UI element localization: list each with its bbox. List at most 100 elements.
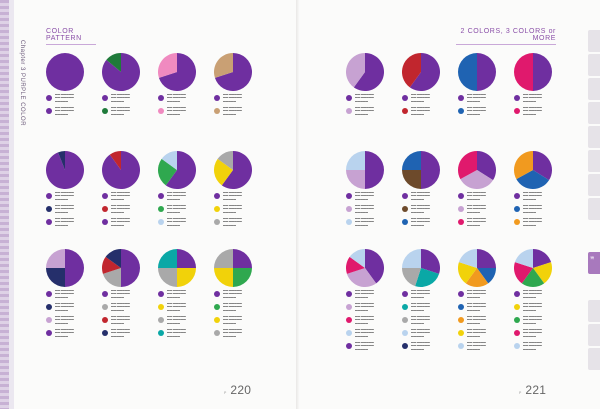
color-codes: ▬▬ ▬▬▬▬▬ ▬▬ ▬▬▬▬▬ ▬▬▬▬▬ (411, 106, 430, 116)
swatch-row: ▬▬ ▬▬▬▬▬ ▬▬ ▬▬▬▬▬ ▬▬▬▬▬ (514, 328, 566, 339)
color-swatch (458, 343, 464, 349)
pie-slice (514, 262, 533, 284)
color-pattern-card: ▬▬ ▬▬▬▬▬ ▬▬ ▬▬▬▬▬ ▬▬▬▬▬ ▬▬ ▬▬▬▬▬ ▬▬ ▬▬▬▬▬ ▬▬▬… (402, 151, 454, 228)
color-codes: ▬▬ ▬▬▬▬▬ ▬▬ ▬▬▬▬▬ ▬▬▬▬▬ (355, 191, 374, 201)
chapter-tab (588, 78, 600, 100)
swatch-row: ▬▬ ▬▬▬▬▬ ▬▬ ▬▬▬▬▬ ▬▬▬▬▬ (402, 217, 454, 228)
swatch-row: ▬▬ ▬▬▬▬▬ ▬▬ ▬▬▬▬▬ ▬▬▬▬▬ (214, 106, 266, 117)
color-codes: ▬▬ ▬▬▬▬▬ ▬▬ ▬▬▬▬▬ ▬▬▬▬▬ (55, 328, 74, 338)
pie-chart (102, 53, 140, 91)
color-codes: ▬▬ ▬▬▬▬▬ ▬▬ ▬▬▬▬▬ ▬▬▬▬▬ (411, 93, 430, 103)
color-pattern-card: ▬▬ ▬▬▬▬▬ ▬▬ ▬▬▬▬▬ ▬▬▬▬▬ ▬▬ ▬▬▬▬▬ ▬▬ ▬▬▬▬▬ ▬▬▬… (514, 53, 566, 117)
color-swatch (458, 330, 464, 336)
color-pattern-card: ▬▬ ▬▬▬▬▬ ▬▬ ▬▬▬▬▬ ▬▬▬▬▬ ▬▬ ▬▬▬▬▬ ▬▬ ▬▬▬▬▬ ▬▬▬… (46, 53, 98, 117)
swatch-row: ▬▬ ▬▬▬▬▬ ▬▬ ▬▬▬▬▬ ▬▬▬▬▬ (458, 191, 510, 202)
pie-slice (46, 151, 84, 189)
pie-chart (346, 53, 384, 91)
pie-slice (233, 249, 252, 268)
swatch-row: ▬▬ ▬▬▬▬▬ ▬▬ ▬▬▬▬▬ ▬▬▬▬▬ (46, 315, 98, 326)
color-codes: ▬▬ ▬▬▬▬▬ ▬▬ ▬▬▬▬▬ ▬▬▬▬▬ (355, 106, 374, 116)
pie-slice (214, 53, 252, 91)
swatch-row: ▬▬ ▬▬▬▬▬ ▬▬ ▬▬▬▬▬ ▬▬▬▬▬ (346, 328, 398, 339)
color-swatch (46, 330, 52, 336)
pie-slice (514, 249, 533, 268)
color-swatch (214, 330, 220, 336)
pie-slice (177, 249, 196, 268)
color-pattern-card: ▬▬ ▬▬▬▬▬ ▬▬ ▬▬▬▬▬ ▬▬▬▬▬ ▬▬ ▬▬▬▬▬ ▬▬ ▬▬▬▬▬ ▬▬▬… (214, 53, 266, 117)
pie-slice (346, 53, 365, 88)
color-swatch (514, 330, 520, 336)
color-codes: ▬▬ ▬▬▬▬▬ ▬▬ ▬▬▬▬▬ ▬▬▬▬▬ (111, 289, 130, 299)
pie-slice (458, 262, 477, 284)
pie-slice (353, 53, 384, 91)
color-swatch (514, 291, 520, 297)
color-swatch (346, 95, 352, 101)
swatch-row: ▬▬ ▬▬▬▬▬ ▬▬ ▬▬▬▬▬ ▬▬▬▬▬ (102, 106, 154, 117)
color-pattern-card: ▬▬ ▬▬▬▬▬ ▬▬ ▬▬▬▬▬ ▬▬▬▬▬ ▬▬ ▬▬▬▬▬ ▬▬ ▬▬▬▬▬ ▬▬▬… (214, 249, 266, 339)
color-swatch (514, 304, 520, 310)
color-codes: ▬▬ ▬▬▬▬▬ ▬▬ ▬▬▬▬▬ ▬▬▬▬▬ (411, 204, 430, 214)
color-swatch (514, 206, 520, 212)
pie-slice (477, 249, 496, 268)
pie-slice (402, 151, 421, 170)
pie-slice (346, 268, 377, 287)
swatch-row: ▬▬ ▬▬▬▬▬ ▬▬ ▬▬▬▬▬ ▬▬▬▬▬ (346, 289, 398, 300)
pie-slice (458, 53, 477, 91)
swatch-row: ▬▬ ▬▬▬▬▬ ▬▬ ▬▬▬▬▬ ▬▬▬▬▬ (402, 191, 454, 202)
color-swatch (346, 343, 352, 349)
swatch-row: ▬▬ ▬▬▬▬▬ ▬▬ ▬▬▬▬▬ ▬▬▬▬▬ (158, 302, 210, 313)
section-title-right: 2 COLORS, 3 COLORS or MORE (456, 28, 556, 45)
color-swatch (402, 304, 408, 310)
pie-slice (65, 249, 84, 287)
color-swatch (102, 291, 108, 297)
pie-chart (514, 151, 552, 189)
color-pattern-card: ▬▬ ▬▬▬▬▬ ▬▬ ▬▬▬▬▬ ▬▬▬▬▬ ▬▬ ▬▬▬▬▬ ▬▬ ▬▬▬▬▬ ▬▬▬… (46, 249, 98, 339)
color-swatch (402, 206, 408, 212)
color-codes: ▬▬ ▬▬▬▬▬ ▬▬ ▬▬▬▬▬ ▬▬▬▬▬ (55, 93, 74, 103)
color-codes: ▬▬ ▬▬▬▬▬ ▬▬ ▬▬▬▬▬ ▬▬▬▬▬ (411, 302, 430, 312)
color-swatch (214, 219, 220, 225)
pie-chart (214, 151, 252, 189)
pie-slice (477, 268, 496, 284)
color-swatch (102, 108, 108, 114)
pie-slice (533, 151, 552, 181)
color-codes: ▬▬ ▬▬▬▬▬ ▬▬ ▬▬▬▬▬ ▬▬▬▬▬ (467, 302, 486, 312)
pie-slice (460, 170, 494, 189)
swatch-row: ▬▬ ▬▬▬▬▬ ▬▬ ▬▬▬▬▬ ▬▬▬▬▬ (214, 315, 266, 326)
color-codes: ▬▬ ▬▬▬▬▬ ▬▬ ▬▬▬▬▬ ▬▬▬▬▬ (411, 341, 430, 351)
pie-slice (533, 262, 552, 284)
pie-slice (158, 158, 177, 186)
color-pattern-card: ▬▬ ▬▬▬▬▬ ▬▬ ▬▬▬▬▬ ▬▬▬▬▬ ▬▬ ▬▬▬▬▬ ▬▬ ▬▬▬▬▬ ▬▬▬… (102, 151, 154, 228)
pie-chart (158, 249, 196, 287)
swatch-row: ▬▬ ▬▬▬▬▬ ▬▬ ▬▬▬▬▬ ▬▬▬▬▬ (402, 328, 454, 339)
chapter-tab (588, 30, 600, 52)
pie-slice (533, 53, 552, 91)
color-swatch (458, 108, 464, 114)
swatch-row: ▬▬ ▬▬▬▬▬ ▬▬ ▬▬▬▬▬ ▬▬▬▬▬ (214, 191, 266, 202)
swatch-row: ▬▬ ▬▬▬▬▬ ▬▬ ▬▬▬▬▬ ▬▬▬▬▬ (402, 315, 454, 326)
color-codes: ▬▬ ▬▬▬▬▬ ▬▬ ▬▬▬▬▬ ▬▬▬▬▬ (223, 328, 242, 338)
color-codes: ▬▬ ▬▬▬▬▬ ▬▬ ▬▬▬▬▬ ▬▬▬▬▬ (223, 191, 242, 201)
color-codes: ▬▬ ▬▬▬▬▬ ▬▬ ▬▬▬▬▬ ▬▬▬▬▬ (523, 191, 542, 201)
color-pattern-card: ▬▬ ▬▬▬▬▬ ▬▬ ▬▬▬▬▬ ▬▬▬▬▬ ▬▬ ▬▬▬▬▬ ▬▬ ▬▬▬▬▬ ▬▬▬… (402, 53, 454, 117)
color-pattern-card: ▬▬ ▬▬▬▬▬ ▬▬ ▬▬▬▬▬ ▬▬▬▬▬ ▬▬ ▬▬▬▬▬ ▬▬ ▬▬▬▬▬ ▬▬▬… (458, 249, 510, 352)
color-swatch (346, 206, 352, 212)
color-swatch (214, 317, 220, 323)
swatch-row: ▬▬ ▬▬▬▬▬ ▬▬ ▬▬▬▬▬ ▬▬▬▬▬ (158, 106, 210, 117)
color-codes: ▬▬ ▬▬▬▬▬ ▬▬ ▬▬▬▬▬ ▬▬▬▬▬ (523, 328, 542, 338)
pie-slice (221, 151, 252, 189)
swatch-row: ▬▬ ▬▬▬▬▬ ▬▬ ▬▬▬▬▬ ▬▬▬▬▬ (458, 106, 510, 117)
color-codes: ▬▬ ▬▬▬▬▬ ▬▬ ▬▬▬▬▬ ▬▬▬▬▬ (167, 328, 186, 338)
pie-slice (158, 53, 196, 91)
color-codes: ▬▬ ▬▬▬▬▬ ▬▬ ▬▬▬▬▬ ▬▬▬▬▬ (223, 289, 242, 299)
color-swatch (514, 193, 520, 199)
pie-slice (46, 53, 84, 91)
pie-slice (105, 249, 121, 268)
color-swatch (46, 193, 52, 199)
color-swatch (402, 343, 408, 349)
color-codes: ▬▬ ▬▬▬▬▬ ▬▬ ▬▬▬▬▬ ▬▬▬▬▬ (111, 191, 130, 201)
swatch-row: ▬▬ ▬▬▬▬▬ ▬▬ ▬▬▬▬▬ ▬▬▬▬▬ (102, 217, 154, 228)
color-swatch (402, 108, 408, 114)
swatch-row: ▬▬ ▬▬▬▬▬ ▬▬ ▬▬▬▬▬ ▬▬▬▬▬ (514, 106, 566, 117)
pie-slice (349, 249, 365, 268)
